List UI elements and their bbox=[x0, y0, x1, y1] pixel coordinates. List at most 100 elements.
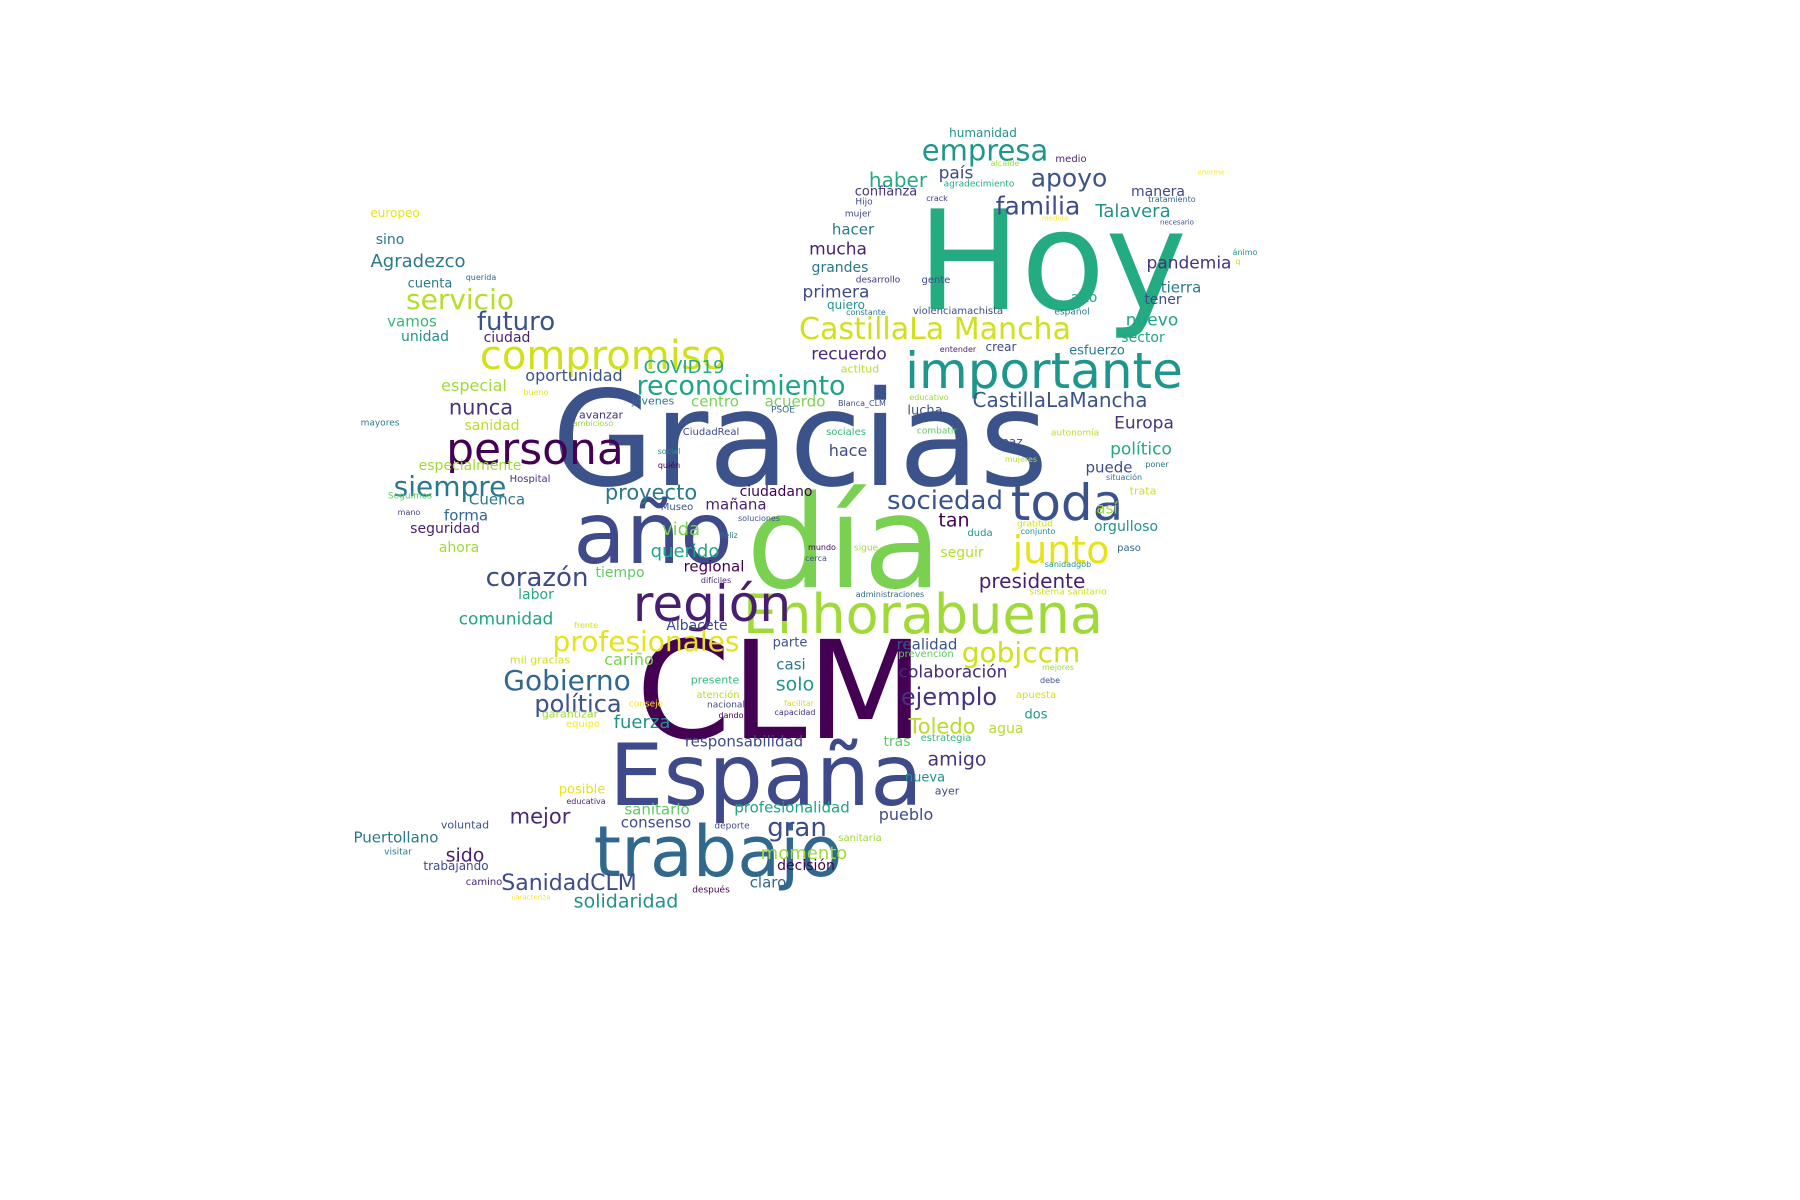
word-nueva: nueva bbox=[904, 770, 946, 786]
word-parte: parte bbox=[772, 635, 808, 651]
word-sino: sino bbox=[375, 232, 405, 248]
word-enorme: enorme bbox=[1197, 168, 1225, 177]
word-desarrollo: desarrollo bbox=[855, 275, 901, 286]
word-querido: querido bbox=[650, 541, 720, 562]
word-ciudadreal: CiudadReal bbox=[682, 427, 740, 438]
word-feliz: Feliz bbox=[720, 531, 738, 540]
word-tratamiento: tratamiento bbox=[1148, 195, 1196, 204]
word-consenso: consenso bbox=[620, 813, 692, 832]
word-tiempo: tiempo bbox=[595, 565, 645, 581]
word-realidad: realidad bbox=[896, 635, 958, 654]
word-dando: dando bbox=[718, 711, 744, 720]
word-apuesta: apuesta bbox=[1015, 690, 1057, 701]
word-deporte: deporte bbox=[714, 821, 750, 832]
word-castillalamancha: CastillaLaMancha bbox=[972, 388, 1148, 412]
word-acuerdo: acuerdo bbox=[764, 392, 826, 411]
word-politico: político bbox=[1110, 439, 1172, 460]
word-dia: día bbox=[746, 469, 942, 618]
word-q: q bbox=[1235, 257, 1241, 266]
word-agradezco: Agradezco bbox=[370, 251, 466, 272]
word-seguimos: Seguimos bbox=[387, 491, 433, 502]
word-educativo: educativo bbox=[909, 393, 949, 402]
word-administraciones: administraciones bbox=[855, 590, 925, 599]
word-carino: cariño bbox=[604, 650, 654, 669]
word-regional: regional bbox=[683, 557, 745, 576]
word-agradecimiento: agradecimiento bbox=[943, 179, 1015, 190]
word-mundo: mundo bbox=[808, 543, 836, 552]
word-esfuerzo: esfuerzo bbox=[1069, 343, 1125, 359]
word-mujeres: mujeres bbox=[1004, 455, 1038, 464]
word-europeo: europeo bbox=[370, 206, 420, 220]
word-especialmente: especialmente bbox=[418, 458, 522, 474]
word-animo: ánimo bbox=[1232, 248, 1258, 257]
word-visitar: visitar bbox=[384, 847, 412, 858]
word-autonomia: autonomía bbox=[1050, 428, 1100, 439]
word-lucha: lucha bbox=[907, 403, 943, 419]
word-situacion: situación bbox=[1105, 473, 1143, 482]
word-combatir: combatir bbox=[916, 426, 958, 437]
word-debe: debe bbox=[1040, 676, 1060, 685]
word-profesionales: profesionales bbox=[552, 625, 740, 658]
word-unidad: unidad bbox=[401, 329, 449, 345]
word-vida: vida bbox=[661, 519, 701, 540]
word-proyecto: proyecto bbox=[604, 480, 698, 505]
word-vamos: vamos bbox=[387, 312, 437, 331]
word-sanidadclm: SanidadCLM bbox=[501, 871, 637, 896]
word-psoe: PSOE bbox=[771, 405, 795, 416]
word-alto: alto bbox=[1070, 290, 1098, 306]
word-puertollano: Puertollano bbox=[353, 828, 439, 847]
word-gratitud: gratitud bbox=[1017, 519, 1053, 530]
word-sanidad: sanidad bbox=[464, 418, 520, 434]
word-trabajo: trabajo bbox=[593, 811, 843, 893]
word-entender: entender bbox=[939, 345, 977, 354]
word-asi: así bbox=[1096, 499, 1118, 518]
word-mucha: mucha bbox=[809, 239, 867, 260]
word-museo: Museo bbox=[660, 502, 694, 513]
word-trata: trata bbox=[1129, 484, 1157, 498]
word-primera: primera bbox=[802, 282, 870, 303]
word-corazon: corazón bbox=[485, 563, 589, 593]
word-familia: familia bbox=[995, 191, 1081, 221]
word-centro: centro bbox=[691, 392, 739, 411]
word-sido: sido bbox=[445, 844, 485, 867]
word-agua: agua bbox=[988, 721, 1024, 737]
word-oportunidad: oportunidad bbox=[525, 366, 623, 385]
word-conjunto: conjunto bbox=[1020, 527, 1056, 536]
word-politica: política bbox=[534, 690, 622, 718]
word-cuenta: cuenta bbox=[407, 276, 453, 292]
word-voluntad: voluntad bbox=[440, 818, 490, 832]
word-mejor: mejor bbox=[509, 804, 571, 829]
word-hijo: Hijo bbox=[855, 197, 873, 208]
word-social: social bbox=[657, 447, 681, 456]
word-dificiles: difíciles bbox=[700, 576, 732, 585]
word-humanidad: humanidad bbox=[949, 126, 1017, 140]
word-paz: paz bbox=[1001, 435, 1023, 449]
word-mano: mano bbox=[397, 508, 421, 517]
word-toda: toda bbox=[1010, 474, 1124, 532]
word-fuerza: fuerza bbox=[613, 712, 671, 733]
word-clm: CLM bbox=[635, 613, 925, 771]
word-mil-gracias: mil gracias bbox=[509, 653, 571, 667]
word-pais: país bbox=[938, 163, 974, 184]
word-junto: junto bbox=[1012, 528, 1110, 572]
word-confianza: confianza bbox=[854, 184, 918, 200]
word-orgulloso: orgulloso bbox=[1093, 519, 1159, 535]
word-prevencion: prevención bbox=[898, 649, 954, 660]
word-facilitar: facilitar bbox=[783, 699, 815, 708]
word-hospital: Hospital bbox=[509, 474, 551, 485]
word-estrategia: estrategia bbox=[920, 733, 972, 744]
word-cerca: cerca bbox=[805, 554, 827, 563]
word-caracteriza: caracteriza bbox=[511, 893, 551, 902]
word-dos: dos bbox=[1024, 707, 1048, 723]
word-claro: claro bbox=[749, 873, 787, 892]
word-blanca-clm: Blanca_CLM bbox=[838, 399, 886, 408]
word-talavera: Talavera bbox=[1095, 201, 1171, 222]
word-medio: medio bbox=[1055, 154, 1087, 165]
word-ayer: ayer bbox=[934, 784, 960, 798]
word-consejo: consejo bbox=[628, 699, 664, 710]
word-poner: poner bbox=[1145, 460, 1169, 469]
word-castillalamancha-space: CastillaLa Mancha bbox=[799, 312, 1071, 347]
word-sistema-sanitario: sistema sanitario bbox=[1029, 587, 1107, 598]
word-manera: manera bbox=[1130, 184, 1186, 200]
